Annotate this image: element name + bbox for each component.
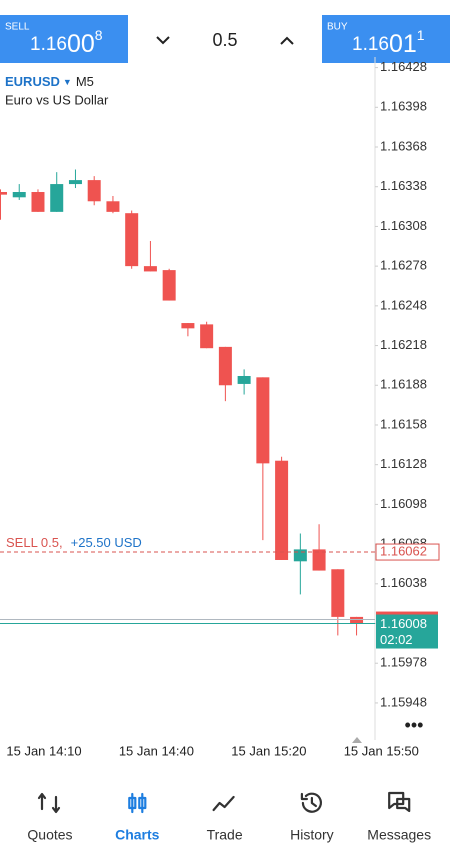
y-tick-label: 1.16308 <box>380 218 427 233</box>
candle-body <box>0 192 7 195</box>
plot-area <box>0 169 375 636</box>
nav-label[interactable]: Messages <box>367 827 431 843</box>
candle-body <box>331 569 345 617</box>
y-tick-label: 1.15948 <box>380 694 427 709</box>
candle-body <box>31 192 45 212</box>
bid-price-label: 1.16008 <box>380 616 427 631</box>
candle-body <box>125 213 139 267</box>
nav-icon[interactable] <box>300 792 322 813</box>
candle-body <box>143 266 157 272</box>
y-tick-label: 1.16428 <box>380 59 427 74</box>
more-menu[interactable]: ••• <box>405 715 424 735</box>
y-tick-label: 1.16218 <box>380 337 427 352</box>
candle-body <box>200 324 214 349</box>
candle-body <box>162 270 176 301</box>
y-tick-label: 1.16158 <box>380 416 427 431</box>
x-tick-label: 15 Jan 15:20 <box>231 743 306 758</box>
candle-body <box>12 192 26 198</box>
y-tick-label: 1.15978 <box>380 655 427 670</box>
y-tick-label: 1.16368 <box>380 138 427 153</box>
candle-body <box>68 180 82 185</box>
nav-label[interactable]: Charts <box>115 827 160 843</box>
position-text: SELL 0.5, +25.50 USD <box>6 535 142 550</box>
x-tick-label: 15 Jan 14:10 <box>6 743 81 758</box>
price-small: 1 <box>417 27 425 43</box>
position-profit: +25.50 USD <box>71 535 142 550</box>
y-tick-label: 1.16338 <box>380 178 427 193</box>
candle-body <box>237 375 251 384</box>
buy-label: BUY <box>327 22 348 33</box>
nav-label[interactable]: Quotes <box>27 827 72 843</box>
y-tick-label: 1.16128 <box>380 456 427 471</box>
symbol-line: EURUSD ▼ M5 <box>5 74 94 89</box>
nav-icon[interactable] <box>212 795 235 812</box>
scroll-marker <box>352 737 362 743</box>
candle-body <box>50 184 64 212</box>
timeframe[interactable]: M5 <box>76 74 94 89</box>
lot-size[interactable]: 0.5 <box>212 30 237 50</box>
symbol[interactable]: EURUSD <box>5 74 60 89</box>
buy-price: 1.16011 <box>352 27 425 58</box>
candle-body <box>312 549 326 571</box>
sell-box <box>0 15 128 63</box>
y-tick-label: 1.16098 <box>380 496 427 511</box>
price-axis: 1.16428 1.16398 1.16368 1.16338 1.16308 1.162… <box>375 59 427 709</box>
sell-button[interactable]: SELL 1.16008 <box>0 15 128 63</box>
candle-body <box>256 377 270 464</box>
y-tick-label: 1.16278 <box>380 258 427 273</box>
price-small: 8 <box>95 27 103 43</box>
price-main: 1.16 <box>30 34 67 55</box>
symbol-dropdown[interactable]: ▼ <box>63 77 72 87</box>
candle-body <box>350 616 364 624</box>
nav-label[interactable]: Trade <box>207 827 243 843</box>
price-big: 00 <box>67 30 95 58</box>
candle-countdown: 02:02 <box>380 632 413 647</box>
bid-price-box <box>376 614 438 649</box>
y-tick-label: 1.16398 <box>380 99 427 114</box>
position-price-box <box>375 543 440 561</box>
price-main: 1.16 <box>352 34 389 55</box>
position-label: SELL 0.5, <box>6 535 63 550</box>
position-price-label: 1.16062 <box>380 543 427 558</box>
sell-label: SELL <box>5 22 30 33</box>
candle-body <box>218 346 232 386</box>
y-tick-label: 1.16188 <box>380 377 427 392</box>
buy-button[interactable]: BUY 1.16011 <box>322 15 450 63</box>
nav-icon[interactable] <box>128 792 147 814</box>
bottom-nav: Quotes Charts Trade History Messages <box>27 791 431 843</box>
candle-body <box>275 460 289 560</box>
x-tick-label: 15 Jan 15:50 <box>344 743 419 758</box>
lot-up[interactable] <box>280 36 294 45</box>
sell-price: 1.16008 <box>30 27 103 58</box>
symbol-description: Euro vs US Dollar <box>5 92 109 107</box>
candle-body <box>293 549 307 562</box>
nav-icon[interactable] <box>37 792 61 814</box>
candle-body <box>87 180 101 202</box>
price-big: 01 <box>389 30 417 58</box>
lot-down[interactable] <box>156 36 170 45</box>
buy-box <box>322 15 450 63</box>
nav-label[interactable]: History <box>290 827 334 843</box>
x-tick-label: 15 Jan 14:40 <box>119 743 194 758</box>
y-tick-label: 1.16248 <box>380 297 427 312</box>
nav-icon[interactable] <box>388 791 411 813</box>
y-tick-label: 1.16038 <box>380 575 427 590</box>
candle-body <box>181 323 195 329</box>
candle-body <box>106 201 120 212</box>
